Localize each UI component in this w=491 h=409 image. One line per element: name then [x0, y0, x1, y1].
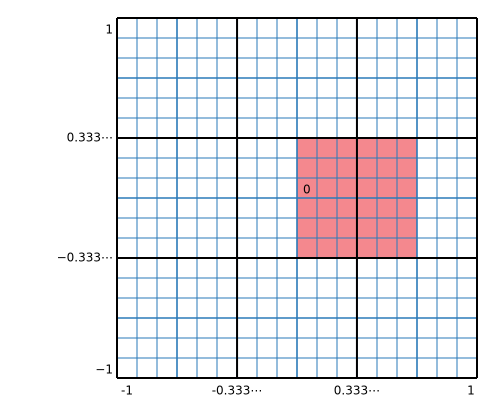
y-tick-label: 1: [105, 23, 113, 37]
x-tick-label: 0.333⋯: [334, 384, 380, 398]
region-label: 0: [303, 183, 311, 197]
y-tick-label: −1: [95, 363, 113, 377]
x-tick-label: 1: [467, 384, 475, 398]
x-tick-label: -0.333⋯: [212, 384, 263, 398]
y-tick-label: 0.333⋯: [67, 131, 113, 145]
x-tick-label: -1: [121, 384, 133, 398]
y-tick-label: −0.333⋯: [57, 250, 113, 264]
